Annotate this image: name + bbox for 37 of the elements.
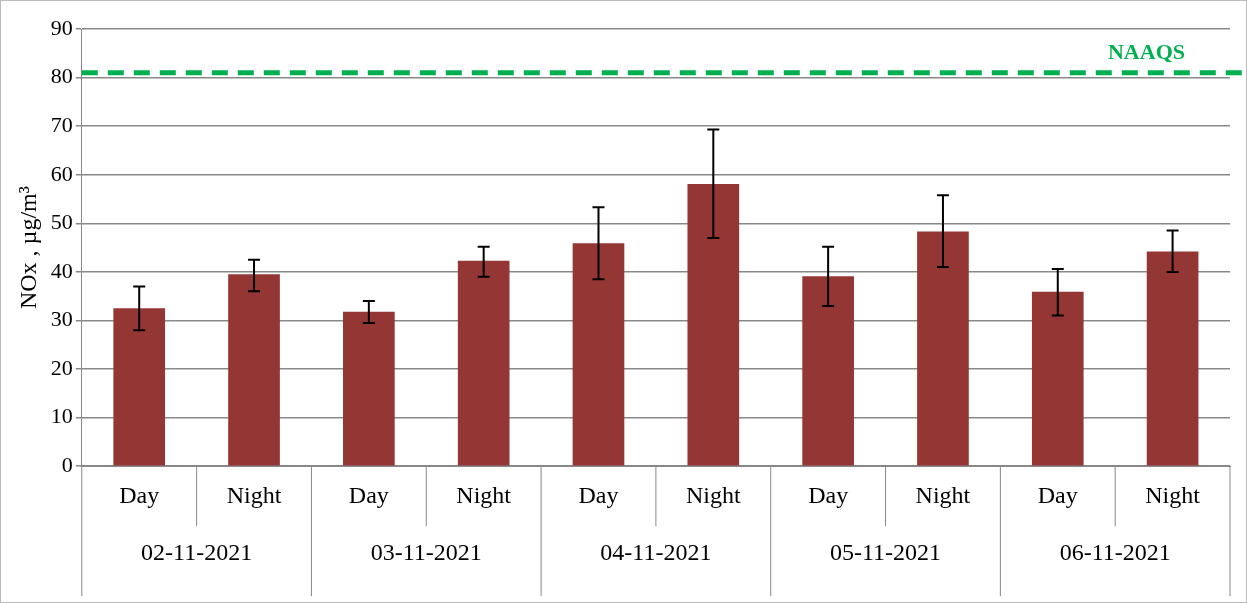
bar	[802, 276, 854, 466]
y-tick-label: 0	[61, 451, 73, 477]
x-tick-label: Night	[1145, 481, 1201, 508]
bar	[917, 231, 969, 466]
y-tick-label: 80	[50, 63, 73, 89]
y-tick-label: 40	[50, 257, 73, 283]
y-tick-label: 10	[50, 403, 73, 429]
bar	[572, 243, 625, 466]
ref-line-label: NAAQS	[1107, 39, 1185, 65]
x-tick-label: Night	[456, 481, 512, 508]
y-tick-label: 60	[50, 160, 73, 186]
y-tick-label: 70	[50, 111, 73, 137]
bar	[228, 274, 280, 466]
y-axis-title: NOx , µg/m³	[14, 186, 41, 310]
y-tick-label: 20	[50, 354, 73, 380]
bar	[113, 308, 166, 466]
x-tick-label: Day	[808, 481, 849, 508]
x-tick-label: Night	[685, 481, 741, 508]
text: 04-11-2021	[600, 539, 712, 566]
text: 06-11-2021	[1059, 539, 1171, 566]
bar	[343, 311, 395, 466]
y-tick-label: 50	[50, 209, 73, 235]
bar	[457, 260, 510, 466]
bar	[1146, 251, 1199, 466]
bar	[687, 183, 740, 466]
y-tick-label: 30	[50, 306, 73, 332]
x-tick-label: Day	[119, 481, 160, 508]
text: 03-11-2021	[370, 539, 482, 566]
text: 02-11-2021	[141, 539, 253, 566]
bar	[1031, 291, 1084, 466]
y-tick-label: 90	[50, 14, 73, 40]
x-tick-label: Day	[578, 481, 619, 508]
x-tick-label: Day	[348, 481, 389, 508]
x-tick-label: Night	[226, 481, 282, 508]
x-tick-label: Night	[915, 481, 971, 508]
text: 05-11-2021	[829, 539, 942, 566]
x-tick-label: Day	[1037, 481, 1078, 508]
